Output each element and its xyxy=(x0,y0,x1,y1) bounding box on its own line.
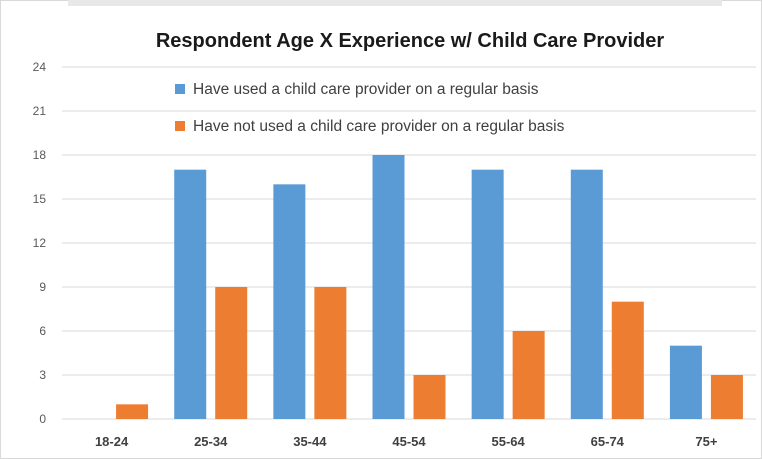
y-tick-label: 0 xyxy=(39,412,46,426)
y-tick-label: 15 xyxy=(33,192,47,206)
y-tick-label: 21 xyxy=(33,104,47,118)
x-category-label: 18-24 xyxy=(95,434,129,449)
y-tick-label: 6 xyxy=(39,324,46,338)
chart-title: Respondent Age X Experience w/ Child Car… xyxy=(155,30,665,52)
y-tick-label: 9 xyxy=(39,280,46,294)
bar-used-25-34 xyxy=(174,169,207,419)
bar-used-55-64 xyxy=(471,169,504,419)
bar-not-used-25-34 xyxy=(215,287,248,419)
bar-not-used-65-74 xyxy=(611,301,644,419)
top-strip xyxy=(68,0,722,6)
bar-not-used-18-24 xyxy=(116,404,149,419)
bar-used-75+ xyxy=(669,345,702,419)
y-tick-label: 3 xyxy=(39,368,46,382)
x-category-label: 25-34 xyxy=(194,434,228,449)
x-category-label: 35-44 xyxy=(293,434,327,449)
legend-entry: Have used a child care provider on a reg… xyxy=(193,81,539,98)
x-category-label: 75+ xyxy=(695,434,717,449)
x-category-label: 55-64 xyxy=(492,434,526,449)
x-category-label: 65-74 xyxy=(591,434,625,449)
bar-not-used-45-54 xyxy=(413,375,446,419)
y-tick-label: 24 xyxy=(33,60,47,74)
x-category-label: 45-54 xyxy=(392,434,426,449)
bar-not-used-75+ xyxy=(710,375,743,419)
bar-not-used-55-64 xyxy=(512,331,545,419)
y-tick-label: 18 xyxy=(33,148,47,162)
bar-not-used-35-44 xyxy=(314,287,347,419)
legend-swatch xyxy=(175,121,185,131)
bar-used-65-74 xyxy=(570,169,603,419)
legend-entry: Have not used a child care provider on a… xyxy=(193,118,565,135)
y-tick-label: 12 xyxy=(33,236,47,250)
bar-used-45-54 xyxy=(372,155,405,419)
bar-used-35-44 xyxy=(273,184,306,419)
legend-swatch xyxy=(175,84,185,94)
